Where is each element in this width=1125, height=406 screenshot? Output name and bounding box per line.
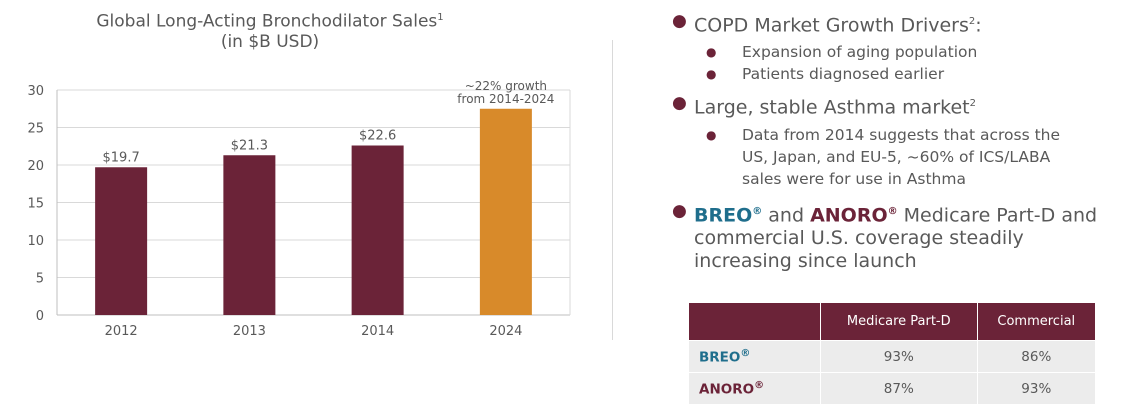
data-label: $21.3 (231, 138, 268, 153)
sub-bullet-aging: ● Expansion of aging population (670, 41, 1120, 63)
bullet-copd-colon: : (975, 14, 982, 37)
table-row-label: ANORO® (688, 372, 821, 405)
x-tick-label: 2014 (361, 324, 394, 339)
sub-bullet-ics-laba-text: Data from 2014 suggests that across the … (742, 125, 1061, 188)
chart-subtitle: (in $B USD) (220, 31, 320, 52)
table-cell-medicare: 93% (820, 340, 978, 373)
bar (223, 155, 276, 315)
bar (479, 108, 532, 315)
table-header-row: Medicare Part-D Commercial (688, 302, 1097, 341)
sub-bullet-diagnosed-text: Patients diagnosed earlier (742, 65, 945, 84)
row-reg-mark: ® (754, 379, 765, 391)
bullet-copd-footnote: 2 (968, 16, 976, 27)
chart-title-line1: Global Long-Acting Bronchodilator Sales (96, 11, 438, 32)
x-tick-label: 2012 (105, 324, 138, 339)
right-panel: ● COPD Market Growth Drivers2: ● Expansi… (670, 10, 1120, 273)
data-label: $22.6 (359, 129, 396, 144)
row-label-text: BREO (699, 349, 741, 366)
bullet-asthma-market: ● Large, stable Asthma market2 (670, 92, 1120, 119)
table-header-blank (688, 302, 821, 341)
y-tick-label: 0 (36, 309, 44, 324)
bullet-coverage-text: Medicare Part-D and commercial U.S. cove… (694, 203, 1098, 272)
y-tick-label: 10 (27, 234, 44, 249)
table-cell-commercial: 86% (976, 340, 1097, 373)
breo-brand: BREO (694, 203, 753, 226)
bar (351, 145, 404, 315)
bar (95, 167, 148, 315)
table-row: ANORO® 87% 93% (688, 372, 1097, 405)
y-tick-label: 20 (27, 159, 44, 174)
chart-title-footnote: 1 (437, 12, 444, 23)
row-label-text: ANORO (699, 381, 755, 398)
vertical-divider (612, 40, 613, 340)
chart-title: Global Long-Acting Bronchodilator Sales1… (20, 8, 520, 52)
table-cell-commercial: 93% (976, 372, 1097, 405)
anoro-reg-mark: ® (887, 205, 898, 217)
bullet-asthma-footnote: 2 (969, 98, 976, 110)
y-tick-label: 5 (36, 272, 44, 287)
row-reg-mark: ® (740, 347, 751, 359)
table-row: BREO® 93% 86% (688, 340, 1097, 373)
bullet-dot-icon: ● (672, 11, 687, 31)
anoro-brand: ANORO (810, 203, 888, 226)
x-tick-label: 2024 (489, 324, 522, 339)
sub-bullet-aging-text: Expansion of aging population (742, 43, 978, 62)
growth-annotation-line1: ~22% growth (465, 79, 547, 93)
y-tick-label: 15 (27, 197, 44, 212)
table-header-commercial: Commercial (976, 302, 1097, 341)
bullet-dot-icon: ● (672, 93, 687, 114)
sub-bullet-dot-icon: ● (706, 127, 717, 142)
table-header-medicare: Medicare Part-D (820, 302, 978, 341)
breo-reg-mark: ® (752, 205, 763, 217)
y-tick-label: 30 (27, 84, 44, 99)
bullet-asthma-text: Large, stable Asthma market (694, 96, 970, 119)
and-text: and (762, 203, 811, 226)
bar-chart: 0 5 10 15 20 25 30 2012 $19.7 2013 $21.3 2014 $22.6 2… (27, 79, 571, 339)
bullet-copd-text: COPD Market Growth Drivers (694, 14, 969, 37)
data-label: $19.7 (103, 150, 140, 165)
growth-annotation-line2: from 2014-2024 (457, 92, 554, 106)
coverage-table: Medicare Part-D Commercial BREO® 93% 86%… (688, 302, 1097, 405)
x-tick-label: 2013 (233, 324, 266, 339)
y-tick-label: 25 (27, 122, 44, 137)
sub-bullet-dot-icon: ● (706, 45, 717, 60)
sub-bullet-ics-laba: ● Data from 2014 suggests that across th… (670, 124, 1120, 190)
bullet-copd-drivers: ● COPD Market Growth Drivers2: (670, 10, 1120, 37)
bullet-dot-icon: ● (672, 200, 687, 221)
bullet-coverage: ● BREO® and ANORO® Medicare Part-D and c… (670, 200, 1120, 273)
table-row-label: BREO® (688, 340, 821, 373)
table-cell-medicare: 87% (820, 372, 978, 405)
sub-bullet-dot-icon: ● (706, 67, 717, 82)
sub-bullet-diagnosed: ● Patients diagnosed earlier (670, 63, 1120, 85)
